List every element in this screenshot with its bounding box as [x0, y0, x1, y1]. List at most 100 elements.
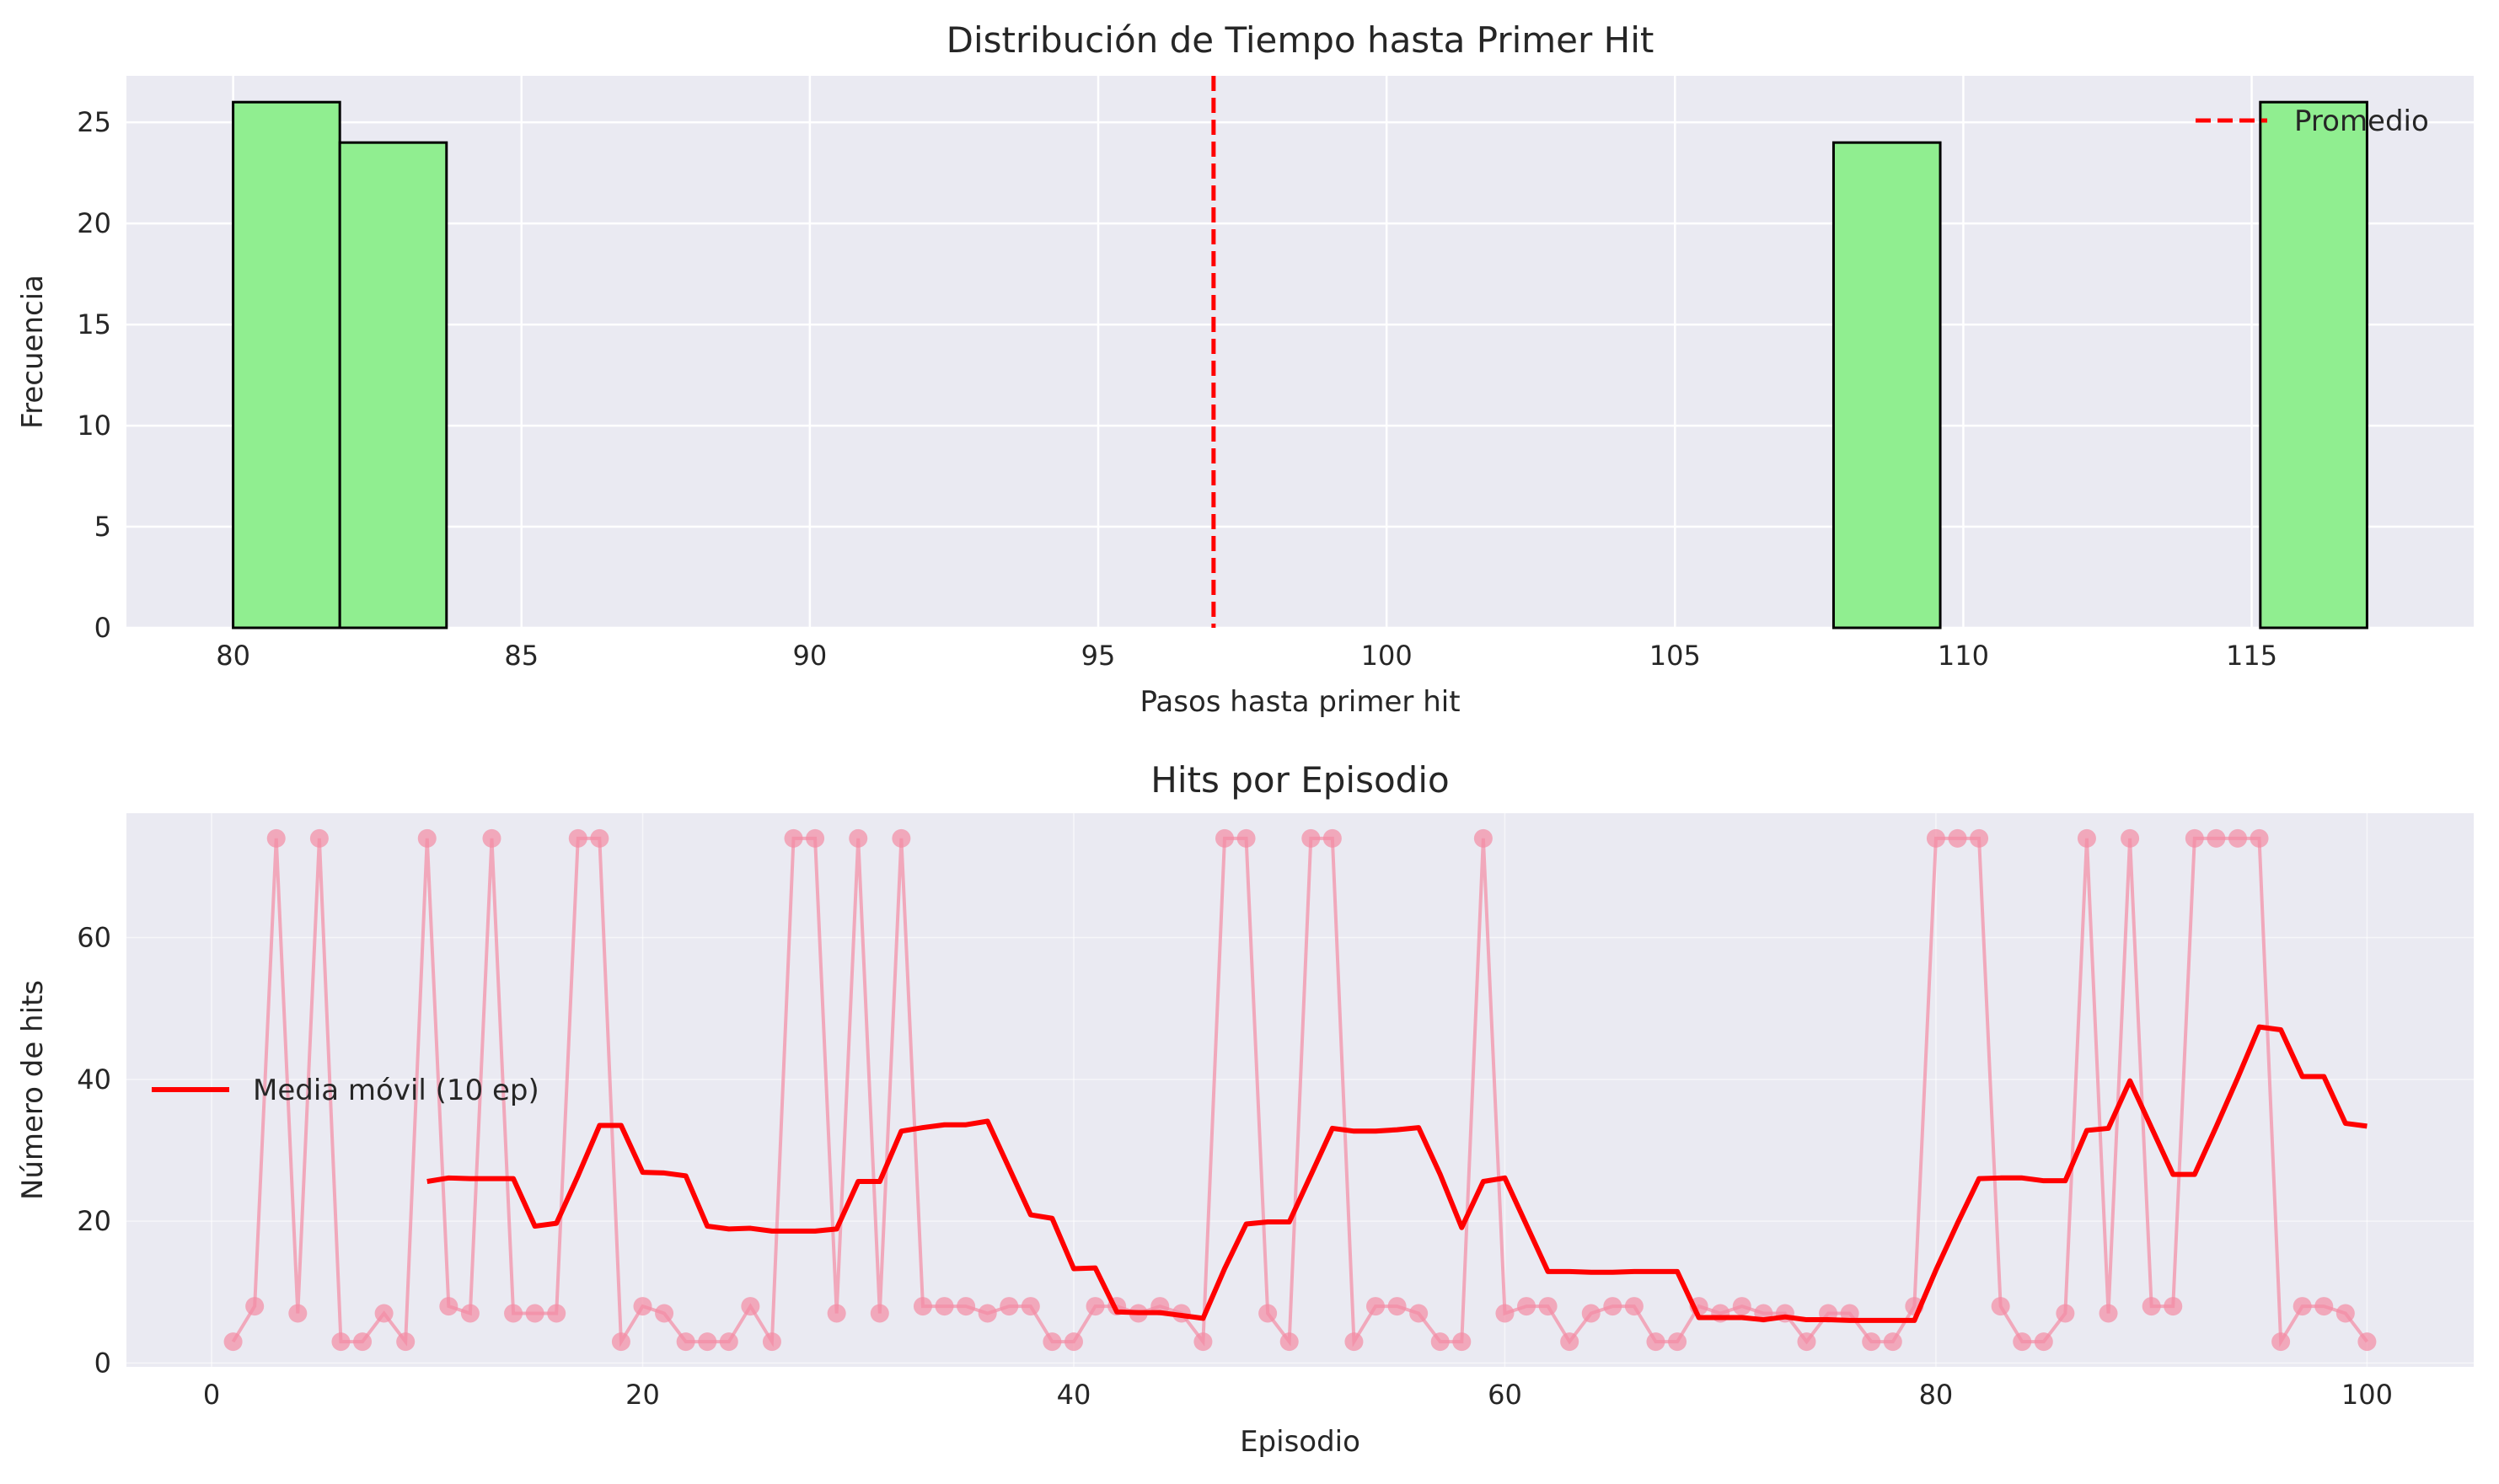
histogram-y-tick-label: 10: [77, 410, 111, 442]
hits-point: [1043, 1332, 1062, 1352]
hits-point: [2077, 828, 2096, 848]
hits-point: [2121, 828, 2140, 848]
line-x-tick-label: 80: [1919, 1379, 1954, 1411]
hits-point: [1970, 828, 1989, 848]
hits-point: [762, 1332, 781, 1352]
hits-point: [806, 828, 825, 848]
hits-point: [2293, 1297, 2312, 1316]
line-x-tick-label: 0: [203, 1379, 220, 1411]
hits-point: [547, 1304, 566, 1323]
hits-point: [1883, 1332, 1902, 1352]
histogram-plot-area: [126, 76, 2474, 628]
hits-point: [1301, 828, 1321, 848]
hits-point: [525, 1304, 544, 1323]
histogram-bar: [232, 100, 341, 629]
hits-series-line: [231, 836, 2369, 1347]
hits-point: [1473, 828, 1493, 848]
line-y-tick-label: 0: [94, 1347, 111, 1379]
line-y-tick-label: 20: [77, 1205, 111, 1237]
hits-point: [439, 1297, 459, 1316]
hits-point: [353, 1332, 373, 1352]
line-x-tick-label: 20: [625, 1379, 660, 1411]
hits-point: [288, 1304, 308, 1323]
hits-point: [676, 1332, 695, 1352]
line-y-label: Número de hits: [16, 980, 50, 1200]
hits-point: [1236, 828, 1256, 848]
hits-point: [2271, 1332, 2291, 1352]
hits-point: [1258, 1304, 1278, 1323]
hits-point: [1517, 1297, 1536, 1316]
hits-point: [590, 828, 609, 848]
hits-point: [870, 1304, 889, 1323]
moving-average-line: [426, 1024, 2368, 1323]
hits-point: [2099, 1304, 2118, 1323]
histogram-x-tick-label: 95: [1081, 640, 1116, 672]
hits-point: [698, 1332, 717, 1352]
histogram-x-tick-label: 85: [504, 640, 539, 672]
histogram-y-tick-label: 5: [94, 511, 111, 543]
hits-point: [1193, 1332, 1213, 1352]
hits-point: [892, 828, 911, 848]
legend-label-moving-average: Media móvil (10 ep): [253, 1074, 539, 1107]
hits-point: [1387, 1297, 1407, 1316]
line-x-tick-label: 40: [1057, 1379, 1091, 1411]
hits-point: [1668, 1332, 1687, 1352]
hits-point: [1538, 1297, 1558, 1316]
hits-point: [1279, 1332, 1299, 1352]
hits-point: [655, 1304, 674, 1323]
hits-point: [482, 828, 501, 848]
hits-point: [1797, 1332, 1816, 1352]
hits-point: [1732, 1297, 1751, 1316]
hits-point: [719, 1332, 738, 1352]
histogram-bar: [2259, 100, 2368, 629]
line-y-tick-label: 40: [77, 1063, 111, 1096]
hits-point: [2164, 1297, 2183, 1316]
hits-point: [374, 1304, 394, 1323]
hits-point: [2335, 1304, 2355, 1323]
histogram-y-label: Frecuencia: [16, 275, 50, 429]
hits-point: [245, 1297, 265, 1316]
line-x-tick-label: 60: [1488, 1379, 1522, 1411]
histogram-subplot: 80 85 90 95 100 105 110 115 0 5 10 15 20 25 Distribu…: [16, 19, 2474, 719]
histogram-x-tick-label: 105: [1649, 640, 1701, 672]
histogram-y-tick-label: 15: [77, 308, 111, 340]
histogram-y-tick-label: 20: [77, 207, 111, 239]
hits-point: [2142, 1297, 2161, 1316]
hits-point: [978, 1304, 997, 1323]
hits-point: [1215, 828, 1234, 848]
hits-point: [1064, 1332, 1083, 1352]
hits-point: [396, 1332, 416, 1352]
hits-point: [935, 1297, 954, 1316]
hits-point: [2357, 1332, 2377, 1352]
hits-point: [2228, 828, 2247, 848]
hits-point: [957, 1297, 976, 1316]
hits-point: [2250, 828, 2269, 848]
hits-point: [1430, 1332, 1450, 1352]
hits-point: [2056, 1304, 2075, 1323]
hits-point: [331, 1332, 351, 1352]
histogram-grid: [126, 76, 2474, 629]
histogram-x-tick-label: 100: [1361, 640, 1413, 672]
hits-point: [1991, 1297, 2010, 1316]
histogram-y-tick-label: 0: [94, 612, 111, 644]
hits-point: [223, 1332, 243, 1352]
hits-point: [1344, 1332, 1364, 1352]
legend-label-mean: Promedio: [2294, 104, 2429, 138]
hits-point: [741, 1297, 760, 1316]
hits-point: [1624, 1297, 1644, 1316]
hits-point: [1581, 1304, 1601, 1323]
hits-point: [1646, 1332, 1665, 1352]
hits-point: [2185, 828, 2204, 848]
hits-point: [1862, 1332, 1881, 1352]
histogram-bars: [232, 100, 2368, 629]
hits-point: [1495, 1304, 1515, 1323]
histogram-y-ticks: 0 5 10 15 20 25: [77, 106, 111, 644]
hits-point: [417, 828, 437, 848]
hits-point: [309, 828, 329, 848]
histogram-x-tick-label: 80: [216, 640, 250, 672]
hits-point: [633, 1297, 652, 1316]
hits-point: [1560, 1332, 1579, 1352]
histogram-x-ticks: 80 85 90 95 100 105 110 115: [216, 640, 2277, 672]
line-y-tick-label: 60: [77, 922, 111, 954]
